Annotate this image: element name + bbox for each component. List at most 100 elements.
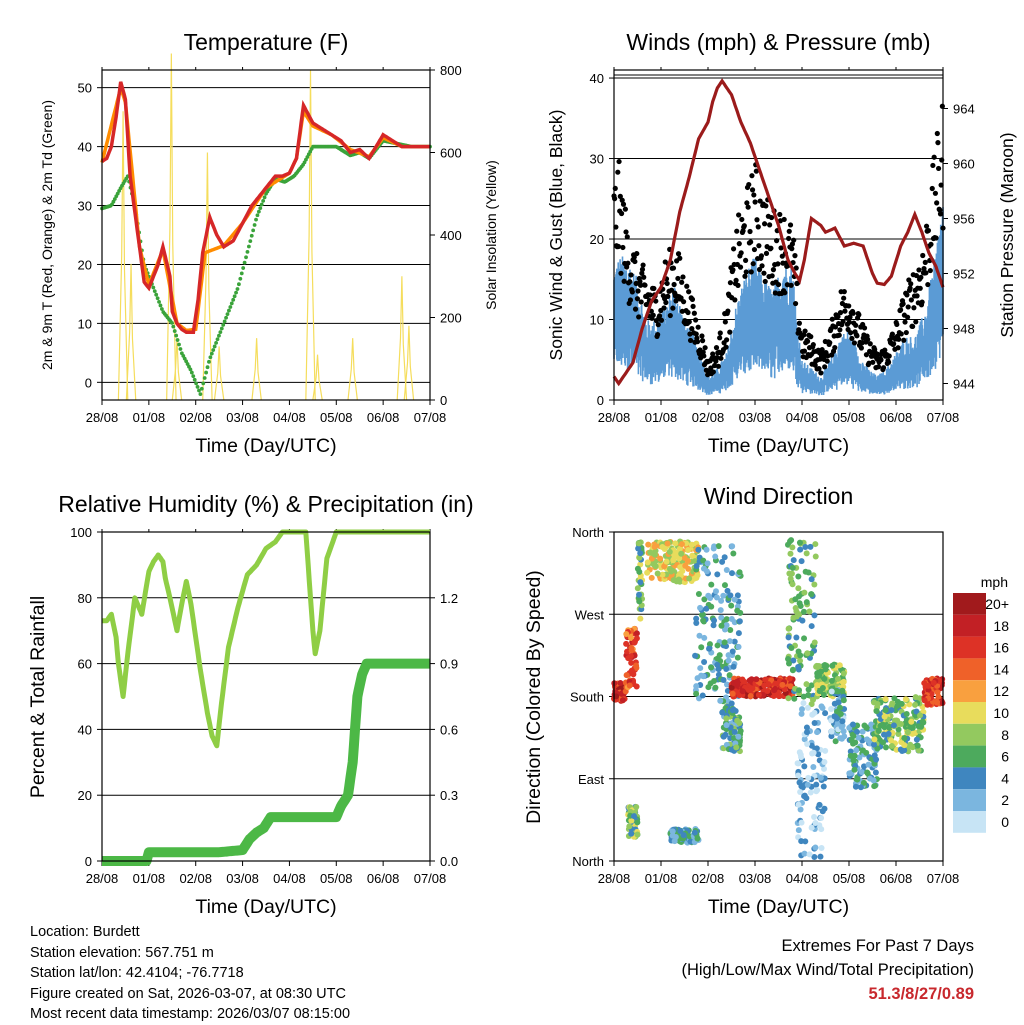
gust-marker bbox=[822, 364, 828, 370]
direction-marker bbox=[819, 684, 826, 691]
dewpoint-marker bbox=[252, 223, 257, 227]
direction-marker bbox=[723, 715, 730, 722]
gust-marker bbox=[850, 310, 856, 316]
gust-marker bbox=[727, 329, 733, 335]
direction-marker bbox=[779, 681, 786, 688]
gust-marker bbox=[916, 267, 922, 273]
direction-marker bbox=[828, 728, 835, 735]
direction-marker bbox=[818, 845, 825, 852]
direction-marker bbox=[728, 746, 735, 753]
direction-marker bbox=[801, 589, 808, 596]
direction-marker bbox=[628, 830, 635, 837]
gust-marker bbox=[743, 269, 749, 275]
direction-marker bbox=[734, 607, 741, 614]
gust-marker bbox=[824, 358, 830, 364]
x-tick-label: 02/08 bbox=[179, 410, 212, 425]
gust-marker bbox=[907, 285, 913, 291]
direction-marker bbox=[685, 565, 692, 572]
direction-marker bbox=[881, 713, 888, 720]
dewpoint-marker bbox=[228, 305, 233, 309]
direction-marker bbox=[864, 769, 871, 776]
direction-marker bbox=[693, 690, 700, 697]
direction-marker bbox=[699, 692, 706, 699]
gust-marker bbox=[935, 165, 942, 172]
gust-marker bbox=[751, 192, 757, 198]
gust-marker bbox=[686, 289, 692, 295]
direction-marker bbox=[735, 733, 742, 740]
x-tick-label: 07/08 bbox=[414, 410, 447, 425]
dewpoint-marker bbox=[177, 342, 181, 347]
station-latlon: Station lat/lon: 42.4104; -76.7718 bbox=[30, 965, 244, 981]
gust-marker bbox=[710, 351, 716, 357]
dewpoint-marker bbox=[241, 266, 246, 270]
colorbar-swatch bbox=[953, 745, 986, 768]
extremes-values: 51.3/8/27/0.89 bbox=[868, 985, 974, 1003]
gust-marker bbox=[786, 228, 792, 234]
gust-marker bbox=[663, 299, 669, 306]
gust-marker bbox=[889, 331, 895, 337]
gust-marker bbox=[699, 338, 706, 344]
gust-marker bbox=[632, 258, 638, 265]
x-tick-label: 05/08 bbox=[833, 871, 866, 886]
gust-marker bbox=[903, 329, 909, 336]
x-tick-label: 03/08 bbox=[739, 871, 772, 886]
direction-marker bbox=[633, 804, 640, 811]
direction-marker bbox=[672, 540, 679, 547]
direction-marker bbox=[623, 672, 630, 679]
direction-marker bbox=[913, 708, 920, 715]
colorbar-label: 16 bbox=[993, 640, 1009, 656]
direction-marker bbox=[812, 844, 819, 851]
direction-marker bbox=[815, 663, 822, 670]
direction-marker bbox=[786, 675, 793, 682]
gust-marker bbox=[730, 267, 736, 273]
direction-marker bbox=[839, 718, 846, 725]
y-axis-label-humidity: Percent & Total Rainfall bbox=[27, 596, 49, 798]
direction-marker bbox=[875, 728, 882, 735]
gust-marker bbox=[620, 201, 627, 207]
dewpoint-marker bbox=[188, 367, 193, 372]
gust-marker bbox=[632, 306, 639, 312]
dewpoint-marker bbox=[169, 320, 174, 325]
gust-marker bbox=[896, 336, 902, 342]
gust-marker bbox=[701, 353, 707, 359]
direction-marker bbox=[735, 643, 742, 650]
gust-marker bbox=[675, 275, 681, 282]
gust-marker bbox=[781, 216, 787, 223]
gust-marker bbox=[628, 272, 634, 278]
direction-marker bbox=[713, 594, 720, 601]
direction-marker bbox=[727, 592, 734, 599]
direction-marker bbox=[715, 666, 722, 673]
direction-marker bbox=[811, 581, 818, 588]
gust-marker bbox=[718, 355, 724, 361]
direction-marker bbox=[850, 733, 857, 740]
gust-marker bbox=[854, 333, 860, 339]
direction-marker bbox=[930, 679, 937, 686]
gust-marker bbox=[741, 223, 747, 229]
direction-marker bbox=[728, 616, 735, 623]
direction-marker bbox=[623, 640, 630, 647]
dewpoint-marker bbox=[256, 209, 261, 214]
direction-marker bbox=[736, 569, 743, 576]
y-tick-label: 40 bbox=[590, 71, 604, 86]
gust-marker bbox=[840, 318, 846, 325]
dewpoint-marker bbox=[248, 239, 253, 244]
y2-tick-label: 952 bbox=[953, 267, 975, 282]
direction-marker bbox=[785, 625, 792, 632]
direction-marker bbox=[670, 557, 677, 564]
gust-marker bbox=[615, 243, 622, 250]
direction-marker bbox=[800, 700, 807, 707]
dewpoint-marker bbox=[178, 347, 183, 351]
gust-marker bbox=[653, 298, 659, 304]
direction-marker bbox=[701, 634, 708, 641]
direction-marker bbox=[808, 623, 815, 630]
direction-marker bbox=[813, 788, 820, 795]
gust-marker bbox=[623, 229, 629, 235]
gust-marker bbox=[658, 317, 665, 323]
gust-marker bbox=[922, 259, 928, 265]
gust-marker bbox=[900, 301, 906, 307]
direction-marker bbox=[715, 671, 722, 678]
direction-marker bbox=[888, 743, 895, 750]
direction-marker bbox=[645, 541, 652, 548]
plot-border bbox=[613, 69, 944, 401]
gust-marker bbox=[870, 359, 876, 365]
